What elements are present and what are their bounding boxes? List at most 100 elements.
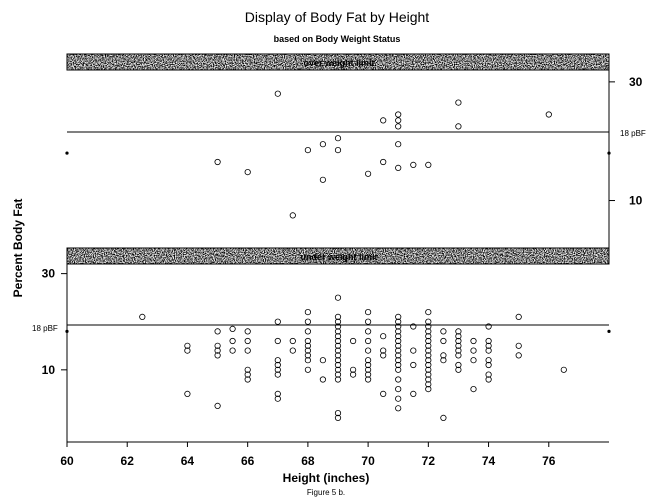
panel-over-weight: over weight limit 18 pBF 10 30	[65, 53, 646, 248]
data-point	[244, 337, 251, 345]
data-point	[364, 337, 372, 345]
data-point	[289, 337, 296, 345]
strip-label-under-weight: under weight limit	[300, 252, 377, 262]
points-over-weight	[214, 90, 552, 219]
data-point	[380, 333, 387, 340]
data-point	[485, 337, 492, 345]
data-point	[425, 308, 432, 316]
data-point	[380, 158, 387, 166]
x-axis: 60 62 64 66 68 70 72 74 76	[60, 442, 556, 468]
data-point	[455, 352, 462, 359]
ref-line-marker	[607, 151, 611, 155]
data-point	[455, 366, 462, 373]
data-point	[380, 352, 387, 359]
data-point	[334, 409, 342, 417]
data-point	[214, 352, 221, 359]
data-point	[425, 366, 432, 373]
data-point	[425, 328, 432, 335]
data-point	[455, 342, 462, 349]
data-point	[304, 366, 311, 373]
data-point	[470, 385, 477, 393]
data-point	[425, 371, 432, 378]
x-tick-label: 74	[482, 454, 496, 468]
data-point	[485, 347, 492, 354]
data-point	[349, 366, 357, 373]
data-point	[410, 323, 417, 330]
data-point	[364, 357, 372, 364]
y-tick-label: 30	[629, 75, 643, 89]
data-point	[214, 342, 221, 349]
data-point	[380, 347, 387, 354]
data-point	[244, 371, 251, 378]
data-point	[515, 313, 522, 320]
data-point	[425, 161, 432, 168]
data-point	[289, 347, 296, 354]
data-point	[395, 141, 402, 148]
data-point	[139, 313, 146, 320]
data-point	[304, 147, 311, 154]
data-point	[364, 308, 372, 316]
y-tick-label: 10	[42, 363, 56, 377]
data-point	[455, 328, 462, 335]
x-tick-label: 68	[301, 454, 315, 468]
data-point	[440, 357, 447, 364]
data-point	[214, 328, 221, 335]
x-tick-label: 66	[241, 454, 255, 468]
data-point	[334, 294, 342, 301]
ref-label-under-weight: 18 pBF	[32, 324, 58, 333]
data-point	[334, 361, 342, 369]
data-point	[364, 318, 372, 325]
data-point	[395, 123, 402, 130]
data-point	[364, 347, 372, 354]
data-point	[334, 333, 342, 340]
data-point	[470, 347, 477, 354]
data-point	[395, 395, 402, 402]
data-point	[274, 366, 281, 373]
data-point	[440, 337, 447, 345]
data-point	[334, 376, 342, 383]
data-point	[244, 347, 251, 354]
data-point	[334, 328, 342, 335]
data-point	[229, 347, 236, 354]
data-point	[395, 323, 402, 330]
data-point	[274, 357, 281, 364]
ref-line-marker	[607, 329, 611, 333]
data-point	[485, 323, 492, 330]
data-point	[425, 357, 432, 364]
data-point	[334, 352, 342, 359]
data-point	[319, 176, 326, 183]
data-point	[395, 333, 402, 340]
data-point	[395, 117, 402, 124]
data-point	[380, 390, 387, 397]
data-point	[244, 169, 251, 176]
panel-under-weight: under weight limit 18 pBF 10 30	[32, 247, 611, 442]
data-point	[395, 342, 402, 349]
data-point	[334, 313, 342, 320]
data-point	[410, 390, 417, 397]
data-point	[304, 342, 311, 349]
data-point	[229, 337, 236, 345]
data-point	[364, 366, 372, 373]
data-point	[440, 352, 447, 359]
ref-line-marker	[65, 329, 69, 333]
data-point	[410, 361, 417, 369]
data-point	[425, 381, 432, 388]
data-point	[184, 390, 191, 397]
data-point	[274, 361, 281, 369]
data-point	[485, 376, 492, 383]
data-point	[274, 318, 281, 325]
data-point	[395, 357, 402, 364]
data-point	[395, 313, 402, 320]
strip-texture-over-weight	[67, 54, 609, 70]
data-point	[364, 361, 372, 369]
data-point	[244, 376, 251, 383]
data-point	[319, 141, 326, 148]
data-point	[425, 347, 432, 354]
ref-label-over-weight: 18 pBF	[620, 129, 646, 138]
data-point	[440, 414, 447, 421]
data-point	[334, 342, 342, 349]
data-point	[184, 347, 191, 354]
data-point	[455, 337, 462, 345]
data-point	[364, 170, 372, 177]
